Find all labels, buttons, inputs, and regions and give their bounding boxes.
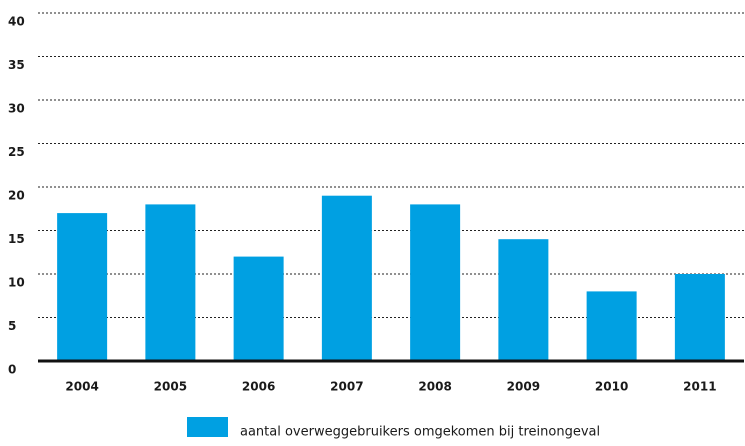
x-tick-label: 2006: [242, 380, 275, 394]
bar: [498, 239, 549, 361]
y-tick-label: 10: [8, 276, 25, 290]
y-tick-label: 15: [8, 232, 25, 246]
bar: [321, 195, 372, 361]
y-tick-label: 20: [8, 189, 25, 203]
x-tick-label: 2004: [65, 380, 98, 394]
bar: [57, 213, 108, 361]
bar: [586, 291, 637, 361]
y-tick-label: 35: [8, 58, 25, 72]
x-tick-label: 2008: [418, 380, 451, 394]
y-tick-label: 40: [8, 15, 25, 29]
y-tick-label: 5: [8, 319, 16, 333]
x-tick-label: 2007: [330, 380, 363, 394]
bar: [674, 274, 725, 361]
bar: [410, 204, 461, 361]
y-tick-label: 0: [8, 363, 16, 377]
y-tick-label: 30: [8, 102, 25, 116]
legend-label: aantal overweggebruikers omgekomen bij t…: [240, 425, 600, 440]
bar: [233, 256, 284, 361]
bar: [145, 204, 196, 361]
y-tick-label: 25: [8, 145, 25, 159]
x-tick-label: 2010: [595, 380, 628, 394]
x-tick-label: 2009: [507, 380, 540, 394]
legend-swatch: [187, 417, 228, 437]
x-tick-label: 2005: [154, 380, 187, 394]
x-tick-label: 2011: [683, 380, 716, 394]
